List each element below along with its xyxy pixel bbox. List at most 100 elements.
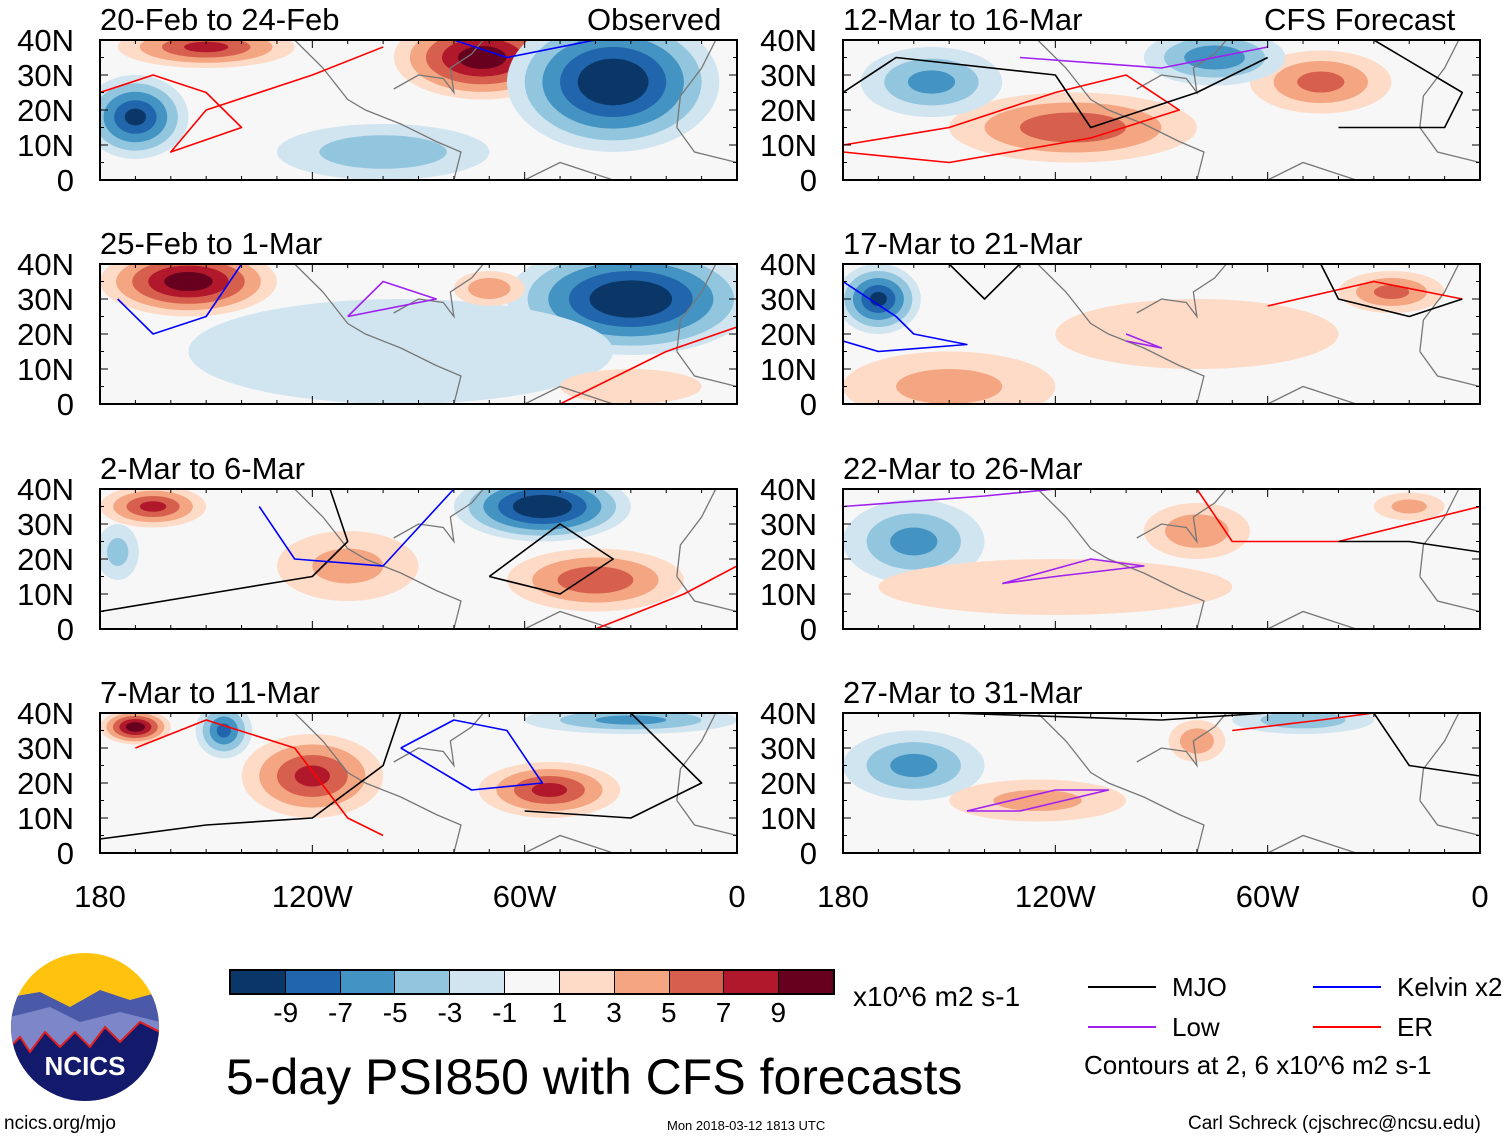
- panel-title: 20-Feb to 24-Feb: [100, 2, 340, 37]
- colorbar-label: 3: [606, 997, 622, 1028]
- colorbar-swatch: [340, 971, 396, 993]
- positive-anomaly: [560, 369, 702, 404]
- positive-anomaly: [458, 46, 507, 69]
- positive-anomaly: [1391, 499, 1427, 514]
- lat-tick-label: 10N: [17, 128, 74, 163]
- lat-tick-label: 40N: [17, 696, 74, 731]
- lon-tick-label: 0: [1471, 879, 1489, 914]
- lat-tick-label: 20N: [17, 766, 74, 801]
- kelvin-contour: [400, 719, 544, 791]
- mjo-contour: [1338, 40, 1464, 129]
- lat-tick-label: 0: [799, 836, 817, 871]
- legend-line-mjo: [1088, 986, 1156, 988]
- mjo-contour: [524, 713, 703, 819]
- lat-tick-label: 30N: [760, 731, 817, 766]
- kelvin-contour: [258, 489, 455, 567]
- lat-tick-label: 0: [56, 836, 74, 871]
- low-contour: [1002, 558, 1145, 585]
- lon-tick-label: 0: [728, 879, 746, 914]
- er-contour: [1232, 713, 1374, 732]
- lat-tick-label: 30N: [760, 58, 817, 93]
- legend-label: MJO: [1172, 972, 1227, 1002]
- colorbar-label: 9: [770, 997, 787, 1028]
- panel-title: 25-Feb to 1-Mar: [100, 226, 323, 261]
- colorbar-swatch: [669, 971, 725, 993]
- map-panel: [99, 488, 738, 630]
- contour-note: Contours at 2, 6 x10^6 m2 s-1: [1084, 1050, 1432, 1080]
- mjo-contour: [100, 713, 402, 840]
- lon-tick-label: 180: [817, 879, 869, 914]
- panel-title: 22-Mar to 26-Mar: [843, 451, 1083, 486]
- low-contour: [966, 789, 1110, 812]
- negative-anomaly: [124, 108, 147, 126]
- positive-anomaly: [468, 278, 511, 299]
- negative-anomaly: [890, 753, 938, 778]
- mjo-contour: [1320, 264, 1463, 318]
- positive-anomaly: [125, 722, 146, 732]
- lat-tick-label: 20N: [760, 93, 817, 128]
- lat-tick-label: 0: [56, 612, 74, 647]
- lat-tick-label: 40N: [760, 23, 817, 58]
- colorbar-label: -9: [273, 997, 299, 1028]
- lat-tick-label: 10N: [760, 352, 817, 387]
- legend-line-er: [1313, 1026, 1381, 1028]
- lat-tick-label: 40N: [17, 23, 74, 58]
- positive-anomaly: [1165, 514, 1229, 548]
- colorbar-label: -7: [328, 997, 353, 1028]
- colorbar-swatch: [724, 971, 780, 993]
- colorbar-label: -5: [382, 997, 408, 1028]
- lat-tick-label: 10N: [760, 577, 817, 612]
- lat-tick-label: 0: [799, 387, 817, 422]
- negative-anomaly: [188, 299, 614, 404]
- lat-tick-label: 10N: [17, 801, 74, 836]
- panel-title: 27-Mar to 31-Mar: [843, 675, 1083, 710]
- lat-tick-label: 30N: [760, 507, 817, 542]
- legend-label: ER: [1397, 1012, 1434, 1042]
- lat-tick-label: 30N: [17, 507, 74, 542]
- coastline: [294, 713, 737, 853]
- mjo-contour: [488, 523, 614, 595]
- mjo-contour: [100, 489, 349, 613]
- er-contour: [100, 46, 384, 153]
- colorbar-swatch: [285, 971, 341, 993]
- negative-anomaly: [595, 70, 631, 94]
- negative-anomaly: [610, 289, 652, 309]
- positive-anomaly: [312, 548, 384, 584]
- positive-anomaly: [878, 559, 1233, 615]
- lon-tick-label: 120W: [1014, 879, 1096, 914]
- lat-tick-label: 40N: [760, 472, 817, 507]
- lon-tick-label: 60W: [492, 879, 557, 914]
- lat-tick-label: 30N: [17, 282, 74, 317]
- lat-tick-label: 40N: [760, 247, 817, 282]
- coastline: [294, 40, 737, 180]
- er-contour: [1267, 280, 1463, 307]
- positive-anomaly: [557, 566, 634, 594]
- negative-anomaly: [907, 70, 956, 94]
- colorbar-label: -1: [492, 997, 518, 1028]
- legend-line-kelvin: [1313, 986, 1381, 988]
- lat-tick-label: 0: [799, 612, 817, 647]
- legend-label: Low: [1172, 1012, 1220, 1042]
- footer-url[interactable]: ncics.org/mjo: [4, 1113, 116, 1134]
- forecast-label: CFS Forecast: [1264, 2, 1456, 37]
- kelvin-contour: [843, 280, 968, 353]
- lat-tick-label: 20N: [760, 542, 817, 577]
- colorbar-units: x10^6 m2 s-1: [853, 981, 1021, 1012]
- negative-anomaly: [527, 500, 558, 513]
- map-panel: [842, 263, 1481, 405]
- legend-line-low: [1088, 1026, 1156, 1028]
- footer-author: Carl Schreck (cjschrec@ncsu.edu): [1188, 1113, 1481, 1134]
- low-contour: [1019, 46, 1268, 69]
- lon-tick-label: 180: [74, 879, 126, 914]
- lat-tick-label: 20N: [17, 93, 74, 128]
- positive-anomaly: [993, 790, 1082, 811]
- mjo-contour: [1338, 540, 1480, 553]
- negative-anomaly: [890, 527, 938, 556]
- panel-title: 2-Mar to 6-Mar: [100, 451, 305, 486]
- colorbar-swatch: [559, 971, 615, 993]
- footer-timestamp: Mon 2018-03-12 1813 UTC: [667, 1118, 826, 1133]
- mjo-contour: [843, 56, 1269, 129]
- kelvin-contour: [117, 264, 243, 335]
- colorbar: [229, 969, 835, 995]
- map-panel: [99, 263, 738, 405]
